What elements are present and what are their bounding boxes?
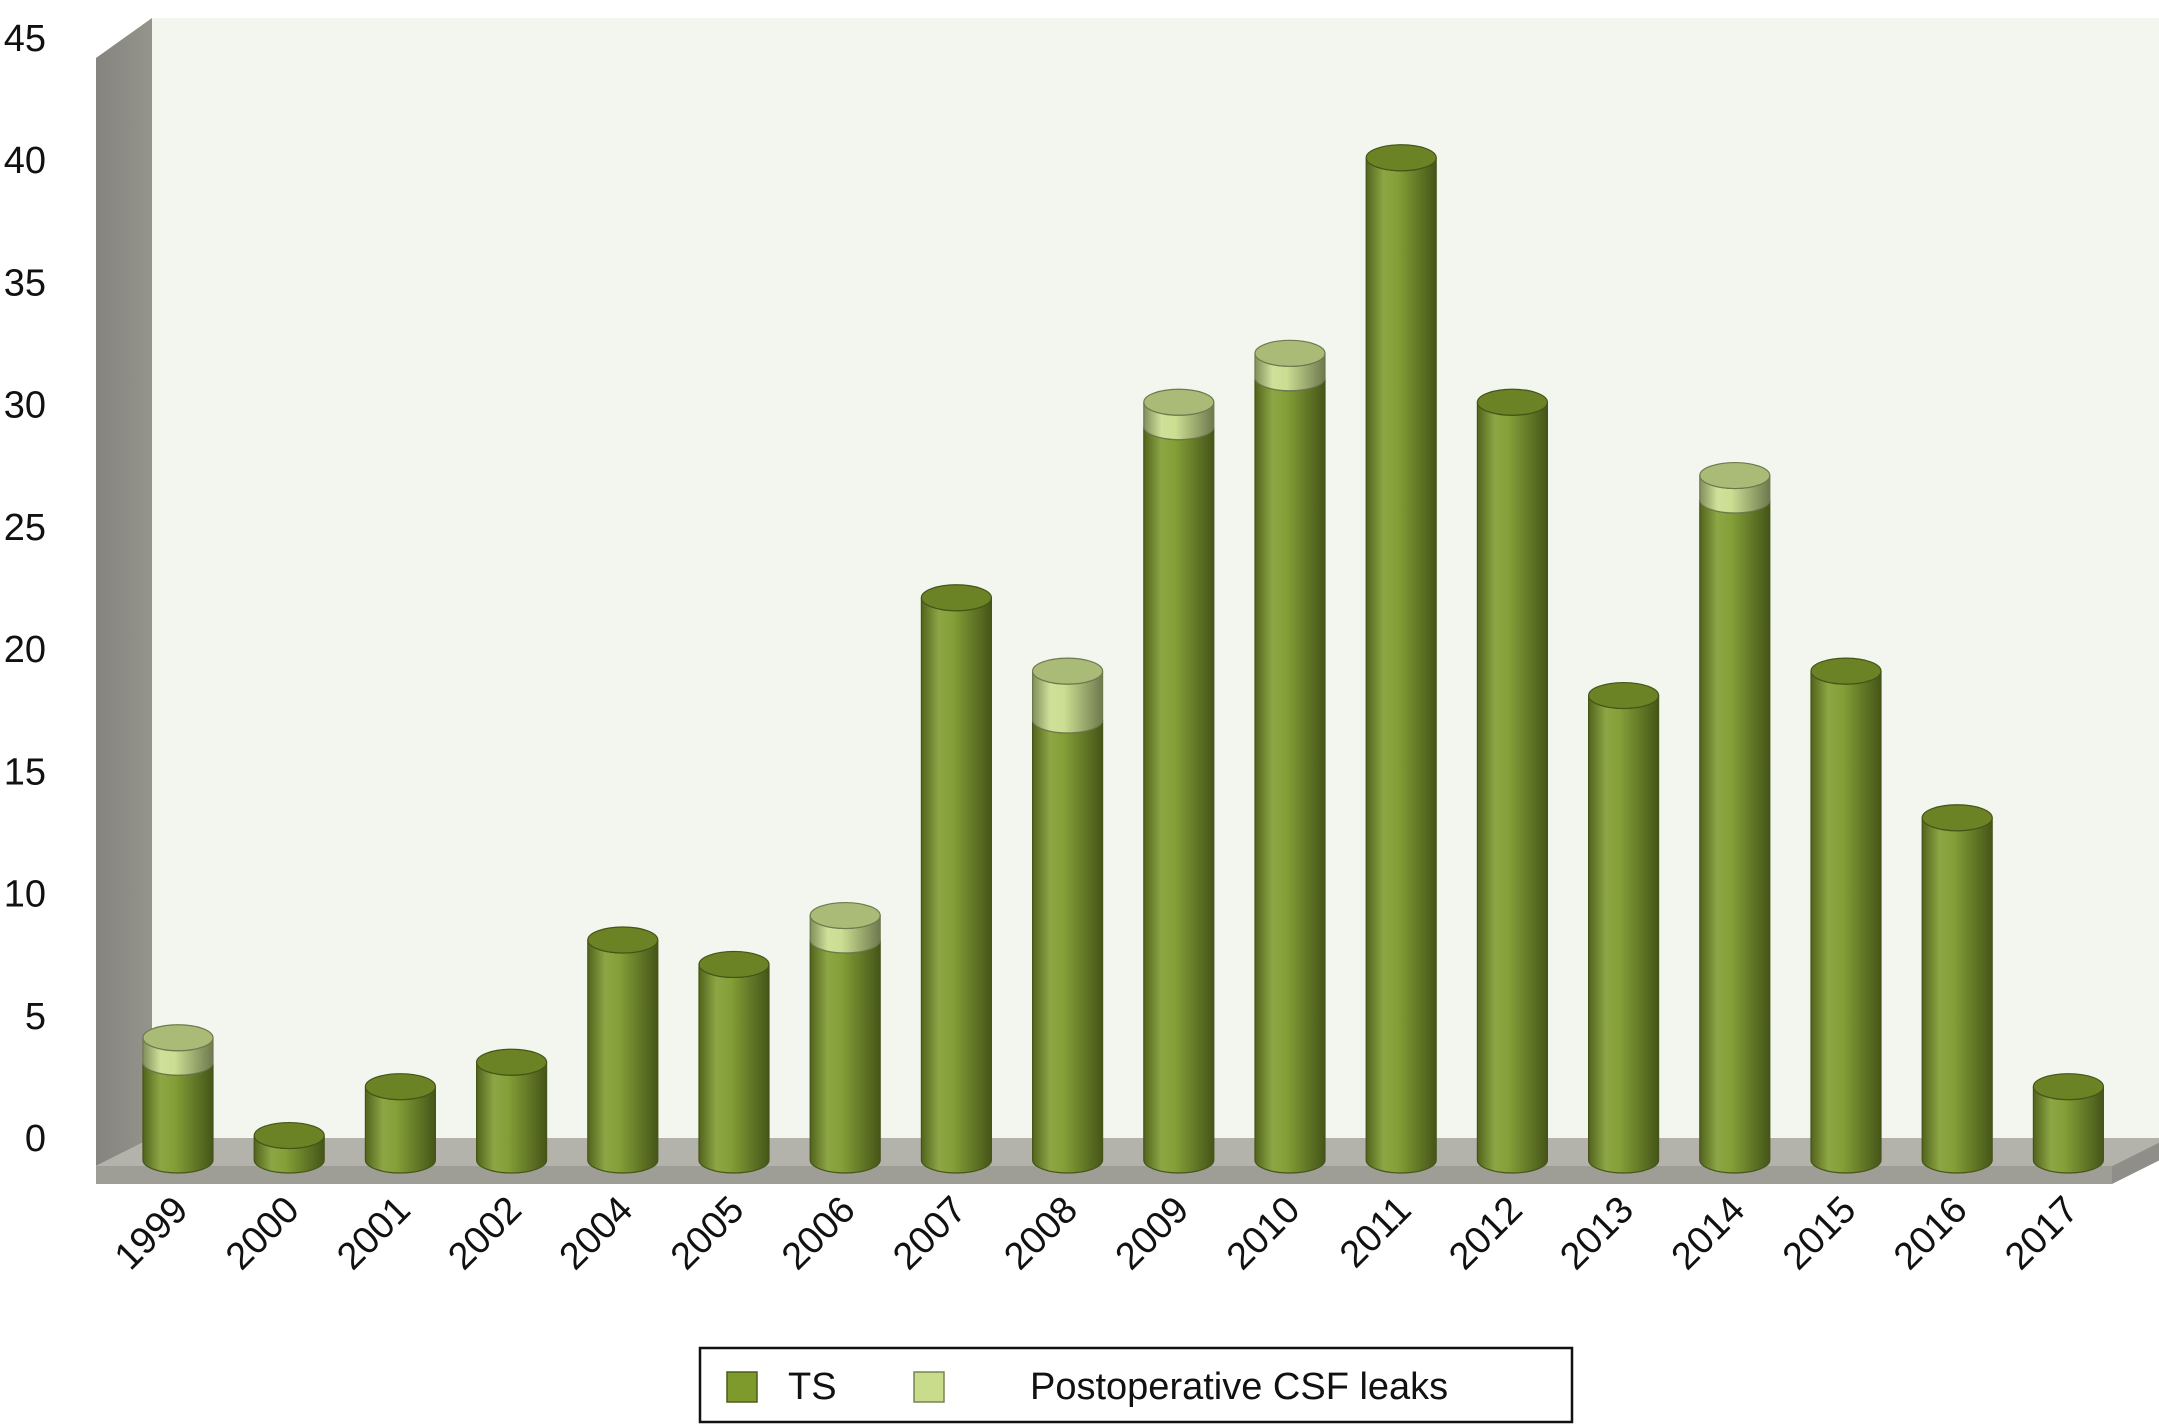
bar-cap-2012	[1476, 388, 1549, 416]
bar-group-2001	[364, 1073, 436, 1174]
bar-group-2006	[809, 901, 881, 1174]
bar-ts-2005	[698, 964, 770, 1174]
bar-ts-2004	[587, 939, 659, 1174]
bar-cap-2007	[920, 584, 993, 612]
x-tick-label: 2005	[663, 1189, 752, 1278]
bar-group-2012	[1476, 388, 1549, 1174]
bar-group-2000	[253, 1121, 325, 1174]
bar-ts-2014	[1699, 499, 1771, 1174]
bar-group-2009	[1143, 388, 1215, 1174]
bar-cap-2004	[587, 926, 659, 954]
x-tick-label: 2002	[440, 1189, 529, 1278]
bar-cap-2016	[1921, 804, 1993, 832]
bar-cap-1999	[142, 1024, 214, 1052]
bar-cap-2017	[2032, 1073, 2104, 1101]
y-tick-label: 25	[4, 507, 46, 549]
y-tick-label: 0	[25, 1118, 46, 1160]
y-tick-label: 45	[4, 18, 46, 60]
bar-ts-1999	[142, 1062, 214, 1174]
bar-ts-2008	[1032, 719, 1104, 1174]
x-tick-label: 2016	[1886, 1189, 1975, 1278]
bar-group-2010	[1254, 339, 1326, 1174]
y-tick-label: 40	[4, 140, 46, 182]
x-tick-label: 2015	[1775, 1189, 1864, 1278]
bar-group-2011	[1365, 144, 1437, 1174]
bar-cap-2009	[1143, 388, 1215, 416]
bar-cap-2001	[364, 1073, 436, 1101]
legend-label-csf-leak: Postoperative CSF leaks	[1030, 1366, 1448, 1408]
x-tick-label: 2014	[1664, 1189, 1753, 1278]
bar-cap-2011	[1365, 144, 1437, 172]
bar-ts-2013	[1588, 695, 1660, 1174]
bar-group-2008	[1031, 657, 1104, 1174]
bar-group-2004	[587, 926, 659, 1174]
bar-ts-2015	[1810, 671, 1882, 1174]
bar-cap-2014	[1699, 461, 1771, 490]
bar-cap-2008	[1031, 657, 1104, 685]
bar-ts-2007	[920, 597, 992, 1174]
legend: TS Postoperative CSF leaks	[698, 1346, 1574, 1424]
x-tick-label: 2017	[1997, 1189, 2086, 1278]
y-tick-label: 5	[25, 996, 46, 1038]
x-tick-label: 2013	[1552, 1189, 1641, 1278]
bar-ts-2002	[476, 1062, 548, 1174]
x-tick-label: 2012	[1441, 1189, 1530, 1278]
bar-group-2015	[1810, 657, 1882, 1174]
bar-group-2002	[476, 1048, 548, 1174]
y-tick-label: 20	[4, 629, 46, 671]
bar-group-2005	[698, 950, 770, 1174]
bar-cap-2013	[1587, 681, 1660, 710]
x-tick-label: 2008	[996, 1189, 1085, 1278]
x-tick-label: 2000	[218, 1189, 307, 1278]
x-tick-label: 2009	[1108, 1189, 1197, 1278]
side-wall	[96, 18, 152, 1166]
x-tick-label: 2001	[329, 1189, 418, 1278]
bar-cap-2006	[809, 901, 881, 930]
legend-swatch-ts	[726, 1371, 758, 1403]
bar-group-2013	[1587, 681, 1660, 1174]
legend-label-ts: TS	[788, 1366, 837, 1408]
legend-swatch-csf-leak	[913, 1371, 945, 1403]
bar-ts-2016	[1921, 817, 1993, 1174]
bar-ts-2012	[1476, 402, 1548, 1174]
bar-ts-2009	[1143, 426, 1215, 1174]
bar-cap-2015	[1810, 657, 1882, 685]
x-tick-label: 2011	[1332, 1189, 1419, 1276]
bar-cap-2000	[253, 1121, 325, 1150]
y-tick-label: 35	[4, 262, 46, 304]
y-tick-label: 30	[4, 385, 46, 427]
y-tick-label: 15	[4, 751, 46, 793]
bar-cap-2010	[1254, 339, 1326, 367]
x-tick-label: 2007	[885, 1189, 974, 1278]
bar-ts-2010	[1254, 377, 1326, 1174]
bar-group-2017	[2032, 1073, 2104, 1174]
bar-cap-2002	[476, 1048, 548, 1076]
bar-cap-2005	[698, 950, 770, 979]
x-tick-label: 2004	[552, 1189, 641, 1278]
y-tick-label: 10	[4, 874, 46, 916]
bar-group-2014	[1699, 461, 1771, 1174]
bar-group-1999	[142, 1024, 214, 1174]
bar-ts-2011	[1365, 157, 1437, 1174]
floor-side-edge	[2112, 1142, 2159, 1184]
x-tick-label: 2010	[1219, 1189, 1308, 1278]
x-tick-label: 1999	[107, 1189, 196, 1278]
bar-ts-2006	[809, 939, 881, 1174]
bar-group-2016	[1921, 804, 1993, 1174]
legend-box	[698, 1346, 1574, 1424]
x-tick-label: 2006	[774, 1189, 863, 1278]
bar-group-2007	[920, 584, 993, 1174]
